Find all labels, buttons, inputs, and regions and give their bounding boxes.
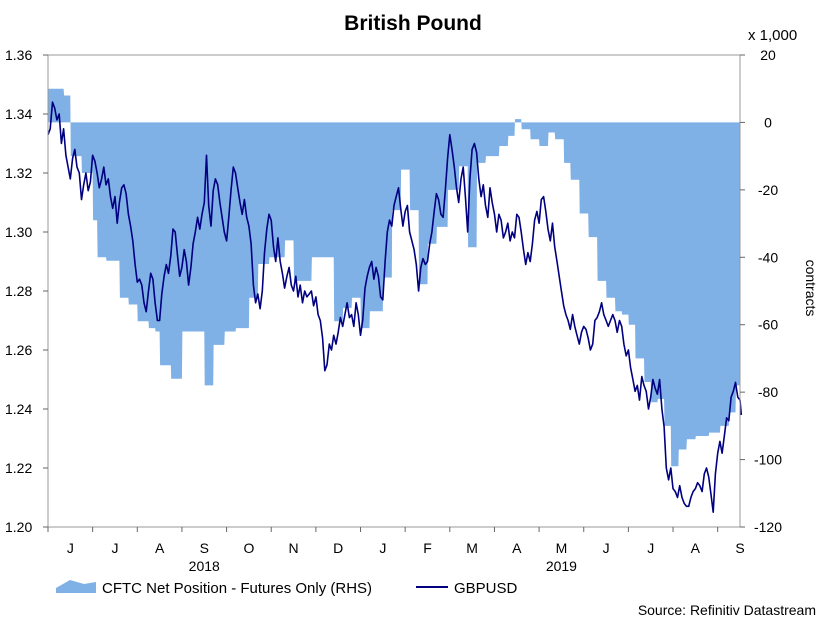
left-tick-label: 1.30 [5,224,32,240]
right-tick-label: 0 [764,114,772,130]
x-month-label: A [155,540,165,556]
right-tick-label: -100 [754,452,782,468]
left-axis: 1.20 1.22 1.24 1.26 1.28 1.30 1.32 1.34 1.36 [5,47,48,535]
gbpusd-line [47,101,743,514]
right-tick-label: -80 [758,384,778,400]
left-tick-label: 1.36 [5,47,32,63]
right-axis-multiplier: x 1,000 [748,27,797,44]
left-tick-label: 1.34 [5,106,32,122]
right-axis: -120 -100 -80 -60 -40 -20 0 20 [740,47,782,535]
x-month-label: D [333,540,343,556]
legend-area-swatch [56,580,96,593]
x-month-label: A [512,540,522,556]
right-tick-label: -40 [758,249,778,265]
left-tick-label: 1.28 [5,283,32,299]
source-note: Source: Refinitiv Datastream [638,602,816,618]
right-tick-label: -120 [754,519,782,535]
right-tick-label: -60 [758,317,778,333]
x-axis: J J A S O N D J F M A M J J A S 2018 2019 [47,527,745,574]
x-month-label: S [735,540,744,556]
x-month-label: J [111,540,118,556]
legend: CFTC Net Position - Futures Only (RHS) G… [56,580,518,597]
left-tick-label: 1.24 [5,401,32,417]
x-month-label: F [423,540,432,556]
right-tick-label: 20 [760,47,776,63]
left-tick-label: 1.26 [5,342,32,358]
left-tick-label: 1.32 [5,165,32,181]
cftc-area [48,88,740,467]
left-tick-label: 1.20 [5,519,32,535]
x-month-label: J [647,540,654,556]
left-tick-label: 1.22 [5,460,32,476]
x-month-label: M [556,540,568,556]
x-year-label: 2018 [189,558,220,574]
x-month-label: M [466,540,478,556]
x-month-label: A [691,540,701,556]
x-month-label: J [603,540,610,556]
right-tick-label: -20 [758,182,778,198]
legend-label-cftc: CFTC Net Position - Futures Only (RHS) [102,580,372,597]
x-year-label: 2019 [546,558,577,574]
legend-label-gbpusd: GBPUSD [454,580,518,597]
right-axis-label: contracts [803,260,819,317]
chart-title: British Pound [344,12,482,35]
x-month-label: O [243,540,254,556]
x-month-label: J [379,540,386,556]
x-month-label: J [67,540,74,556]
x-month-label: S [200,540,209,556]
x-month-label: N [288,540,298,556]
